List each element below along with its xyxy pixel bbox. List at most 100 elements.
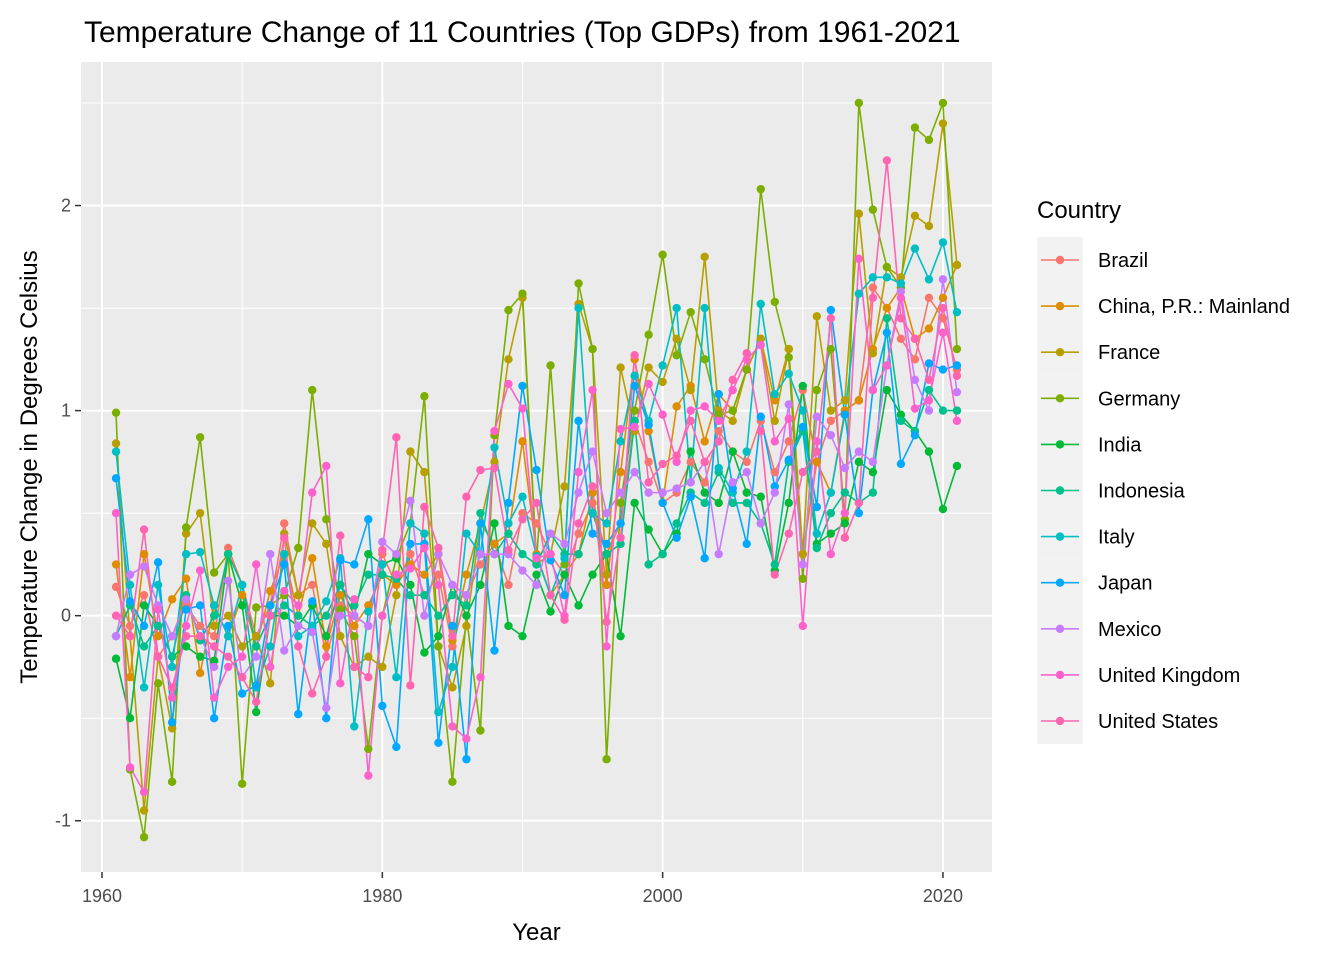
data-point-mexico [546,529,555,538]
data-point-italy [812,529,822,538]
data-point-china-p-r-mainland [111,560,121,569]
data-point-france [700,252,709,262]
data-point-united-states [840,533,850,542]
data-point-india [490,519,499,528]
data-point-germany [434,642,443,651]
data-point-italy [223,631,233,641]
x-tick-label: 2020 [923,886,963,906]
data-point-united-kingdom [658,410,667,419]
data-point-united-kingdom [714,416,723,426]
data-point-indonesia [476,508,485,518]
data-point-italy [896,279,906,288]
data-point-brazil [139,590,149,600]
data-point-brazil [574,529,583,538]
data-point-china-p-r-mainland [181,574,191,583]
data-point-mexico [728,478,737,487]
data-point-united-states [195,631,205,641]
data-point-indonesia [223,549,233,559]
data-point-indonesia [602,549,611,559]
data-point-china-p-r-mainland [462,570,471,579]
data-point-mexico [574,488,583,497]
data-point-united-kingdom [532,554,541,563]
data-point-italy [742,447,751,456]
data-point-indonesia [672,519,681,528]
y-tick-label: 2 [61,196,71,216]
data-point-france [770,416,779,426]
data-point-united-states [896,314,906,323]
legend-key-point-mexico [1055,624,1065,633]
data-point-italy [280,549,289,559]
data-point-france [322,539,331,549]
data-point-united-states [560,615,569,624]
data-point-mexico [532,580,541,590]
data-point-germany [209,568,219,577]
data-point-france [854,209,864,218]
legend-key-point-brazil [1055,255,1065,265]
data-point-france [139,806,149,815]
legend-label-india: India [1098,434,1142,456]
data-point-united-states [546,590,555,600]
data-point-brazil [406,549,415,559]
data-point-germany [181,523,191,532]
data-point-indonesia [532,560,541,569]
data-point-united-states [209,642,219,651]
data-point-mexico [812,412,822,421]
data-point-indonesia [294,611,303,620]
data-point-japan [616,519,625,528]
data-point-brazil [223,543,233,553]
data-point-united-kingdom [588,385,597,395]
data-point-china-p-r-mainland [602,580,611,590]
data-point-brazil [714,426,723,436]
data-point-united-kingdom [952,416,962,426]
data-point-united-kingdom [700,402,709,411]
data-point-united-states [616,533,625,542]
data-point-mexico [251,652,261,661]
data-point-france [364,652,373,661]
data-point-france [181,529,191,538]
data-point-italy [672,303,681,313]
data-point-italy [490,443,499,452]
data-point-mexico [938,275,948,284]
data-point-france [868,348,878,358]
data-point-japan [364,515,373,524]
data-point-japan [588,529,597,538]
data-point-united-kingdom [322,461,331,471]
data-point-germany [854,98,864,108]
data-point-india [462,611,471,620]
data-point-united-states [630,351,639,360]
data-point-india [728,447,737,456]
data-point-brazil [938,314,948,323]
data-point-united-kingdom [812,437,822,446]
data-point-italy [574,303,583,313]
data-point-united-states [448,631,457,641]
data-point-italy [448,662,457,672]
data-point-indonesia [336,580,345,590]
data-point-india [644,525,653,534]
data-point-mexico [756,519,765,528]
data-point-united-states [644,478,653,487]
data-point-italy [826,488,836,497]
data-point-mexico [924,406,934,415]
data-point-indonesia [448,590,457,600]
data-point-indonesia [167,652,177,661]
data-point-japan [938,365,948,374]
y-tick-label: 0 [61,606,71,626]
data-point-japan [826,305,836,315]
data-point-indonesia [742,498,751,508]
data-point-united-kingdom [266,662,275,672]
data-point-mexico [406,496,415,506]
data-point-italy [294,631,303,641]
data-point-mexico [223,576,233,586]
data-point-japan [700,554,709,563]
legend-label-brazil: Brazil [1098,250,1148,272]
data-point-united-kingdom [364,771,373,780]
data-point-germany [938,98,948,108]
data-point-brazil [742,457,751,467]
data-point-india [784,498,793,508]
data-point-germany [616,498,625,508]
data-point-brazil [686,457,695,467]
data-point-mexico [560,539,569,549]
data-point-united-states [251,697,261,706]
data-point-mexico [448,580,457,590]
data-point-brazil [504,580,513,590]
